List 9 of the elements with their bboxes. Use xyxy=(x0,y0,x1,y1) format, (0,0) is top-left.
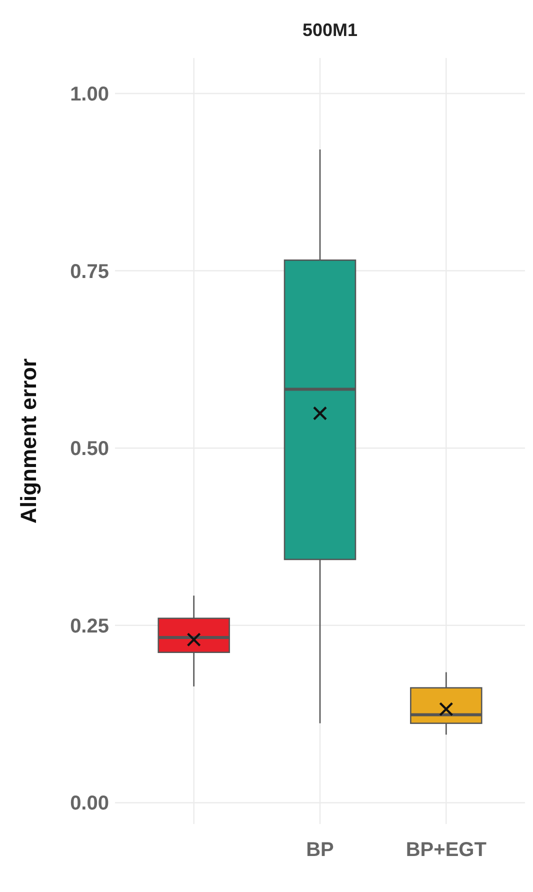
y-tick-label: 0.00 xyxy=(70,792,109,815)
chart-title: 500M1 xyxy=(302,20,358,40)
y-tick-label: 1.00 xyxy=(70,83,109,106)
y-tick-label: 0.50 xyxy=(70,438,109,460)
x-tick-label: BP+EGT xyxy=(406,839,486,861)
y-tick-label: 0.25 xyxy=(70,615,109,638)
y-tick-label: 0.75 xyxy=(70,260,109,283)
y-axis-title: Alignment error xyxy=(16,358,41,524)
x-tick-label: BP xyxy=(306,839,334,861)
